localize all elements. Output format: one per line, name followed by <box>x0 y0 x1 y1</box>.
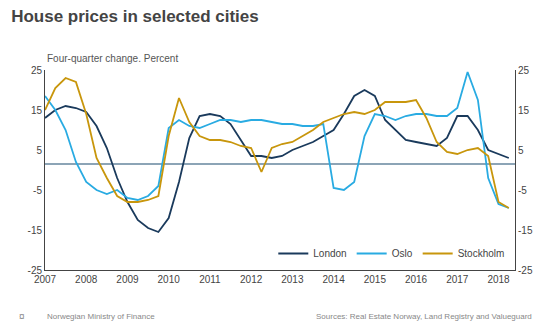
svg-text:Sources: Real Estate Norway, L: Sources: Real Estate Norway, Land Regist… <box>316 312 532 321</box>
svg-text:-25: -25 <box>28 265 43 276</box>
svg-text:2018: 2018 <box>487 274 510 285</box>
svg-text:-15: -15 <box>518 225 533 236</box>
svg-text:-15: -15 <box>28 225 43 236</box>
svg-text:2017: 2017 <box>446 274 469 285</box>
svg-text:House prices in selected citie: House prices in selected cities <box>11 7 259 26</box>
svg-text:2013: 2013 <box>281 274 304 285</box>
svg-text:Norwegian Ministry of Finance: Norwegian Ministry of Finance <box>47 312 155 321</box>
svg-text:2008: 2008 <box>75 274 98 285</box>
svg-text:¤: ¤ <box>19 311 25 322</box>
svg-text:2011: 2011 <box>199 274 221 285</box>
svg-text:15: 15 <box>31 105 43 116</box>
svg-text:25: 25 <box>518 65 530 76</box>
svg-text:Oslo: Oslo <box>392 248 413 259</box>
svg-text:2016: 2016 <box>405 274 428 285</box>
svg-text:15: 15 <box>518 105 530 116</box>
svg-text:-25: -25 <box>518 265 533 276</box>
svg-text:2015: 2015 <box>364 274 387 285</box>
svg-text:5: 5 <box>518 145 524 156</box>
svg-text:2014: 2014 <box>322 274 345 285</box>
svg-text:-5: -5 <box>518 185 527 196</box>
svg-text:2010: 2010 <box>158 274 181 285</box>
svg-text:2012: 2012 <box>240 274 263 285</box>
svg-text:London: London <box>313 248 346 259</box>
svg-text:5: 5 <box>36 145 42 156</box>
svg-text:2009: 2009 <box>116 274 139 285</box>
svg-text:25: 25 <box>31 65 43 76</box>
svg-text:-5: -5 <box>33 185 42 196</box>
svg-text:Stockholm: Stockholm <box>458 248 505 259</box>
svg-text:2007: 2007 <box>34 274 57 285</box>
svg-text:Four-quarter change. Percent: Four-quarter change. Percent <box>47 53 178 64</box>
